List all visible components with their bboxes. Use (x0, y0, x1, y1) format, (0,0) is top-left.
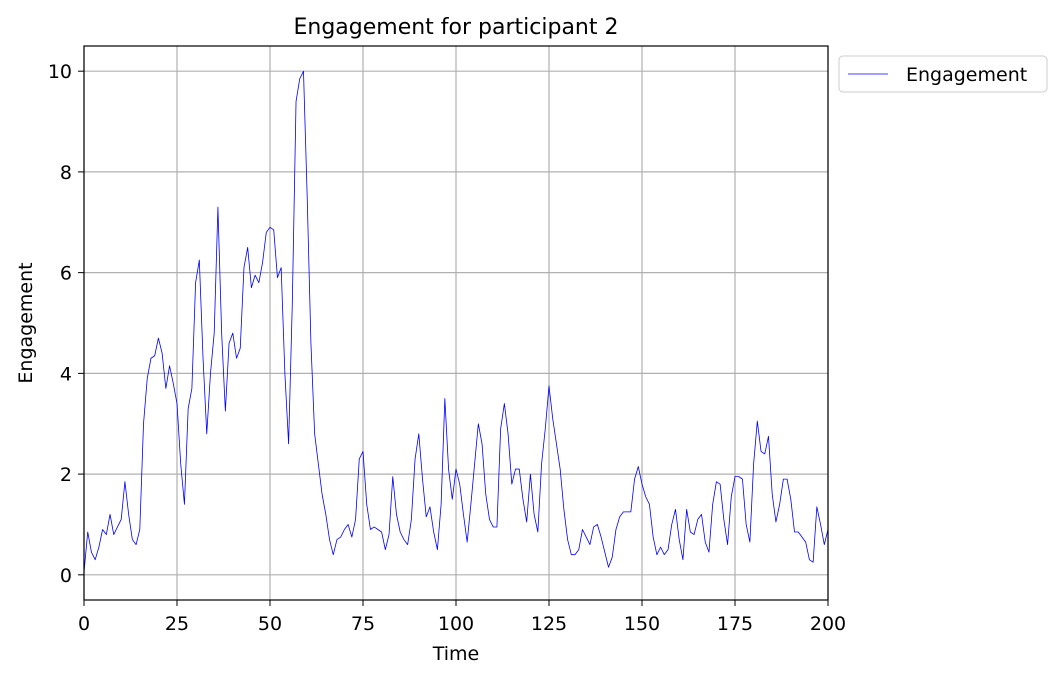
x-tick-label: 200 (810, 613, 846, 635)
y-tick-label: 2 (60, 464, 72, 486)
series-line (83, 70, 829, 573)
x-tick-label: 75 (351, 613, 375, 635)
legend: Engagement (838, 55, 1048, 93)
legend-box (838, 55, 1048, 93)
y-tick-label: 4 (60, 363, 72, 385)
y-tick-label: 10 (48, 61, 72, 83)
x-tick-label: 175 (717, 613, 753, 635)
chart-title: Engagement for participant 2 (293, 15, 618, 40)
y-tick-label: 8 (60, 162, 72, 184)
x-tick-label: 50 (258, 613, 282, 635)
grid (83, 46, 829, 600)
x-tick-label: 100 (438, 613, 474, 635)
y-axis-title: Engagement (15, 262, 37, 383)
y-tick-label: 0 (60, 565, 72, 587)
x-tick-label: 0 (78, 613, 90, 635)
x-axis-title: Time (432, 643, 480, 665)
x-tick-label: 125 (531, 613, 567, 635)
series-layer (83, 70, 829, 573)
legend-label: Engagement (906, 64, 1027, 86)
y-axis: 0 2 4 6 8 10 (48, 61, 84, 587)
x-axis: 0 25 50 75 100 125 150 175 200 (78, 600, 846, 635)
x-tick-label: 150 (624, 613, 660, 635)
x-tick-label: 25 (165, 613, 189, 635)
y-tick-label: 6 (60, 263, 72, 285)
